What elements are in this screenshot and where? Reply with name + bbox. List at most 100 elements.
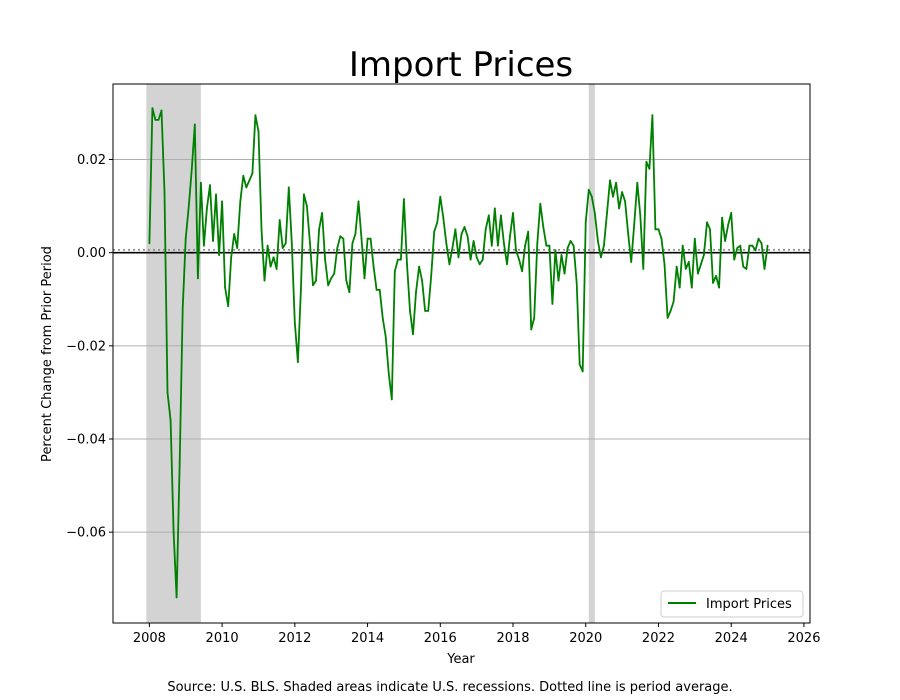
data-point (160, 109, 163, 112)
data-point (221, 200, 223, 203)
data-point (678, 286, 681, 289)
data-point (318, 228, 320, 231)
y-axis-label: Percent Change from Prior Period (40, 246, 55, 462)
data-point (357, 200, 360, 203)
data-point (457, 256, 460, 259)
data-point (266, 244, 269, 247)
x-tick-label: 2014 (351, 631, 384, 646)
data-point (657, 228, 660, 231)
data-point (748, 244, 751, 247)
data-point (366, 237, 369, 240)
data-point (687, 261, 690, 263)
data-point (766, 244, 769, 247)
data-point (375, 289, 378, 291)
data-point (251, 172, 254, 175)
data-point (512, 212, 514, 214)
data-point (418, 265, 420, 268)
data-point (272, 256, 275, 259)
data-point (190, 167, 193, 170)
chart-title: Import Prices (349, 45, 573, 85)
data-point (706, 221, 708, 224)
data-point (518, 258, 520, 261)
data-point (433, 230, 436, 233)
data-point (615, 181, 617, 184)
data-point (148, 242, 151, 245)
data-point (642, 268, 645, 270)
data-point (472, 240, 475, 242)
data-point (306, 205, 308, 207)
data-point (630, 261, 633, 263)
data-point (339, 235, 342, 238)
x-tick-label: 2018 (496, 631, 529, 646)
data-point (327, 284, 330, 287)
data-point (451, 247, 454, 249)
data-point (563, 272, 566, 275)
data-point (757, 237, 760, 240)
data-point (442, 216, 445, 219)
data-point (763, 268, 766, 270)
data-point (248, 179, 251, 182)
data-point (181, 307, 184, 310)
data-point (172, 531, 175, 534)
data-point (324, 258, 327, 261)
data-point (566, 247, 569, 249)
data-point (709, 228, 711, 231)
data-point (206, 207, 208, 210)
data-point (536, 242, 539, 245)
series-line-import-prices (148, 107, 769, 599)
data-point (390, 398, 393, 401)
data-point (696, 272, 699, 275)
data-point (263, 279, 266, 282)
data-point (590, 195, 593, 198)
data-point (245, 186, 248, 189)
data-point (736, 247, 739, 249)
data-point (621, 191, 624, 193)
data-point (281, 247, 284, 249)
data-point (527, 230, 530, 233)
data-point (393, 270, 396, 273)
data-point (403, 198, 405, 200)
data-point (309, 242, 311, 245)
data-point (521, 270, 524, 273)
data-point (660, 237, 663, 240)
data-point (730, 212, 733, 214)
data-point (666, 316, 669, 319)
data-point (448, 263, 451, 266)
data-point (348, 291, 351, 294)
data-point (469, 258, 472, 261)
data-point (557, 279, 560, 282)
data-point (284, 242, 287, 245)
data-point (578, 363, 581, 366)
recession-band-1 (588, 84, 595, 623)
data-point (581, 370, 584, 373)
data-point (463, 226, 466, 228)
x-tick-label: 2026 (787, 631, 820, 646)
data-point (406, 263, 408, 266)
data-point (196, 277, 199, 280)
x-tick-label: 2020 (569, 631, 602, 646)
data-point (233, 233, 236, 235)
data-point (278, 219, 281, 221)
data-point (600, 256, 602, 259)
data-point (184, 237, 187, 240)
data-point (163, 191, 166, 193)
data-point (430, 275, 433, 277)
data-point (199, 181, 202, 184)
data-point (721, 216, 724, 219)
data-point (609, 179, 611, 182)
data-point (475, 256, 478, 259)
data-point (293, 321, 296, 324)
data-point (593, 212, 596, 214)
data-point (718, 286, 720, 289)
data-point (421, 279, 424, 282)
y-tick-label: 0.00 (77, 246, 106, 261)
data-point (242, 174, 245, 177)
data-point (369, 237, 372, 240)
data-point (700, 263, 702, 266)
data-point (742, 265, 745, 268)
data-point (669, 309, 672, 312)
data-point (312, 284, 314, 287)
data-point (727, 223, 730, 226)
data-point (509, 235, 511, 238)
data-point (354, 233, 357, 235)
